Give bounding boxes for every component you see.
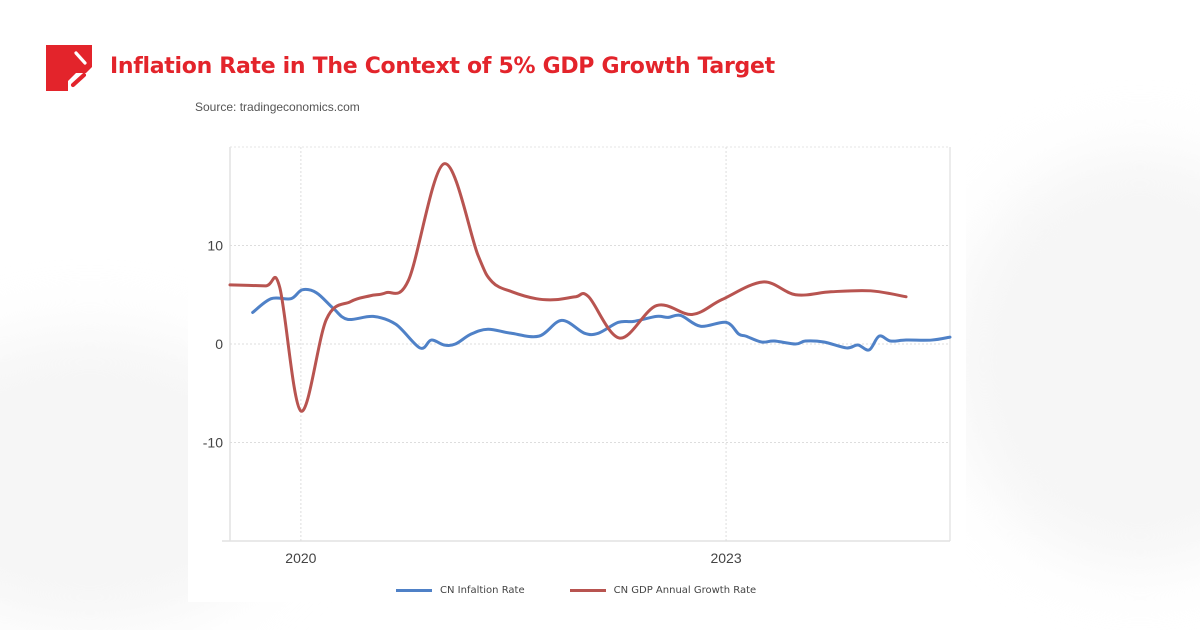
legend-swatch-inflation (396, 589, 432, 592)
legend-item-inflation[interactable]: CN Infaltion Rate (396, 585, 525, 596)
series-line-gdp (230, 164, 906, 412)
chart-card: 10 0 -10 2020 2023 (188, 132, 966, 602)
y-tick-label: 0 (215, 336, 223, 352)
legend-item-gdp[interactable]: CN GDP Annual Growth Rate (570, 585, 757, 596)
y-tick-label: 10 (207, 238, 223, 254)
page-title: Inflation Rate in The Context of 5% GDP … (110, 54, 775, 79)
brand-logo-icon (46, 45, 92, 91)
background-decoration (950, 150, 1200, 570)
source-caption: Source: tradingeconomics.com (195, 100, 360, 114)
chart-legend: CN Infaltion Rate CN GDP Annual Growth R… (396, 585, 801, 596)
legend-label-inflation: CN Infaltion Rate (440, 585, 525, 596)
y-tick-label: -10 (203, 435, 223, 451)
legend-label-gdp: CN GDP Annual Growth Rate (614, 585, 757, 596)
x-tick-label: 2023 (710, 550, 741, 566)
line-chart: 10 0 -10 2020 2023 (188, 132, 966, 602)
x-tick-label: 2020 (285, 550, 316, 566)
legend-swatch-gdp (570, 589, 606, 592)
